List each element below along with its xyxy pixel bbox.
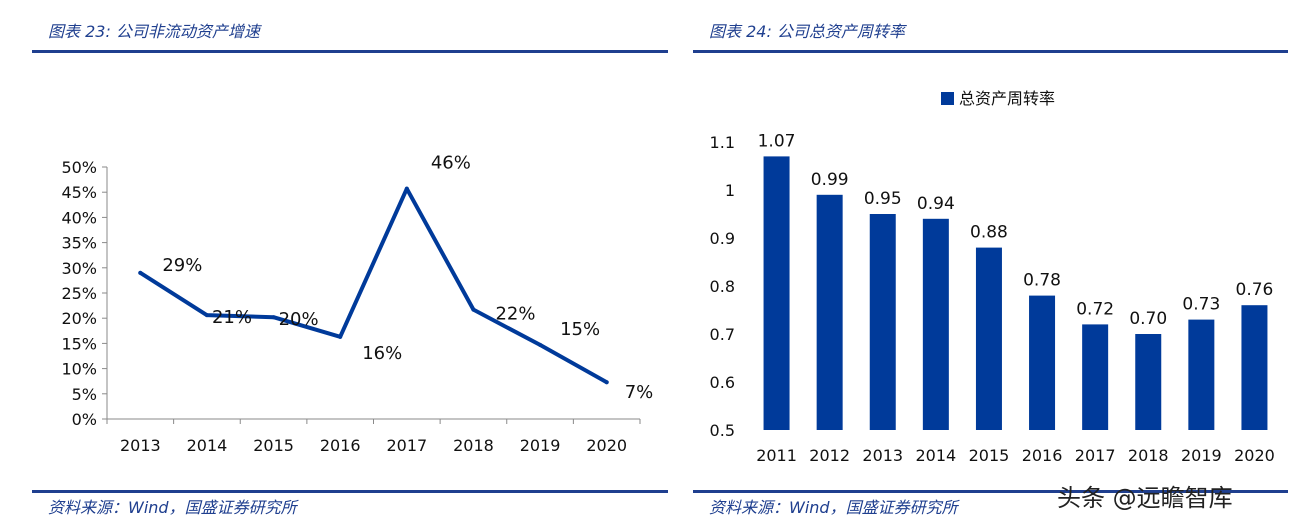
y-tick-label: 0.9 [710, 229, 735, 248]
bottom-rule [32, 490, 668, 493]
x-tick-label: 2015 [969, 446, 1010, 465]
x-tick-label: 2019 [520, 436, 561, 455]
data-label: 16% [362, 343, 402, 364]
x-tick-label: 2013 [862, 446, 903, 465]
bar [816, 194, 843, 430]
x-tick-label: 2018 [1128, 446, 1169, 465]
bar [763, 156, 790, 430]
data-point [538, 342, 543, 347]
x-tick-label: 2017 [386, 436, 427, 455]
data-point [338, 334, 343, 339]
y-tick-label: 5% [72, 385, 97, 404]
x-tick-label: 2011 [756, 446, 797, 465]
panel-noncurrent-asset-growth: 图表 23: 公司非流动资产增速 0% 5% 10% 15% 20% 25% 30% 35% 4… [32, 0, 668, 531]
y-tick-label: 10% [61, 360, 97, 379]
bottom-rule [693, 490, 1288, 493]
data-point [471, 307, 476, 312]
bar-chart: 总资产周转率 0.5 0.6 0.7 0.8 0.9 1 1.1 1.07 2011 0.99 201… [710, 89, 1275, 465]
x-tick-label: 2019 [1181, 446, 1222, 465]
source-note: 资料来源：Wind，国盛证券研究所 [709, 498, 958, 517]
y-tick-label: 20% [61, 309, 97, 328]
data-label: 1.07 [758, 131, 796, 151]
y-tick-label: 35% [61, 234, 97, 253]
y-tick-label: 50% [61, 158, 97, 177]
series-line [138, 186, 609, 385]
y-tick-label: 1.1 [710, 133, 735, 152]
x-tick-label: 2014 [915, 446, 956, 465]
x-tick-label: 2020 [586, 436, 627, 455]
data-label: 0.70 [1129, 309, 1167, 329]
data-label: 22% [495, 304, 535, 325]
watermark: 头条 @远瞻智库 [1057, 484, 1233, 512]
y-tick-label: 1 [725, 181, 735, 200]
y-tick-label: 25% [61, 284, 97, 303]
x-tick-label: 2018 [453, 436, 494, 455]
x-tick-label: 2017 [1075, 446, 1116, 465]
x-tick-label: 2013 [120, 436, 161, 455]
data-label: 0.94 [917, 194, 955, 214]
panel-asset-turnover: 图表 24: 公司总资产周转率 总资产周转率 0.5 0.6 0.7 0.8 0.9 1 1.… [693, 0, 1288, 531]
data-point [204, 313, 209, 318]
data-label: 29% [162, 255, 202, 276]
source-note: 资料来源：Wind，国盛证券研究所 [48, 498, 297, 517]
x-tick-label: 2016 [1022, 446, 1063, 465]
x-tick-label: 2014 [187, 436, 228, 455]
x-tick-label: 2012 [809, 446, 850, 465]
data-label: 0.73 [1182, 295, 1220, 315]
data-point [271, 315, 276, 320]
data-label: 20% [279, 309, 319, 330]
bar [869, 214, 896, 430]
top-rule [32, 50, 668, 53]
y-tick-label: 15% [61, 334, 97, 353]
y-tick-label: 0.5 [710, 421, 735, 440]
legend-label: 总资产周转率 [959, 89, 1055, 108]
bar [1082, 324, 1109, 430]
data-label: 0.88 [970, 223, 1008, 243]
data-label: 0.76 [1236, 280, 1274, 300]
data-label: 21% [212, 307, 252, 328]
data-label: 0.78 [1023, 271, 1061, 291]
chart-title: 图表 24: 公司总资产周转率 [709, 22, 905, 41]
y-tick-label: 0% [72, 410, 97, 429]
y-tick-label: 45% [61, 183, 97, 202]
chart-title: 图表 23: 公司非流动资产增速 [48, 22, 260, 41]
line-chart: 0% 5% 10% 15% 20% 25% 30% 35% 40% 45% 50% 2013 2014 2… [61, 153, 654, 455]
bar [1029, 295, 1056, 430]
bar [1135, 334, 1162, 430]
data-point [604, 380, 609, 385]
data-label: 0.95 [864, 189, 902, 209]
y-tick-label: 30% [61, 259, 97, 278]
data-point [138, 270, 143, 275]
bar [922, 218, 949, 430]
y-tick-label: 0.6 [710, 373, 735, 392]
x-tick-label: 2020 [1234, 446, 1275, 465]
top-rule [693, 50, 1288, 53]
data-label: 15% [560, 319, 600, 340]
x-tick-label: 2015 [253, 436, 294, 455]
bar [975, 247, 1002, 430]
x-tick-label: 2016 [320, 436, 361, 455]
bar [1188, 319, 1215, 430]
y-tick-label: 0.7 [710, 325, 735, 344]
y-tick-label: 0.8 [710, 277, 735, 296]
y-tick-label: 40% [61, 208, 97, 227]
data-label: 0.72 [1076, 299, 1114, 319]
data-label: 46% [431, 153, 471, 174]
data-point [404, 186, 409, 191]
data-label: 7% [625, 382, 654, 403]
legend-swatch [941, 92, 954, 105]
data-label: 0.99 [811, 170, 849, 190]
bar [1241, 305, 1268, 430]
